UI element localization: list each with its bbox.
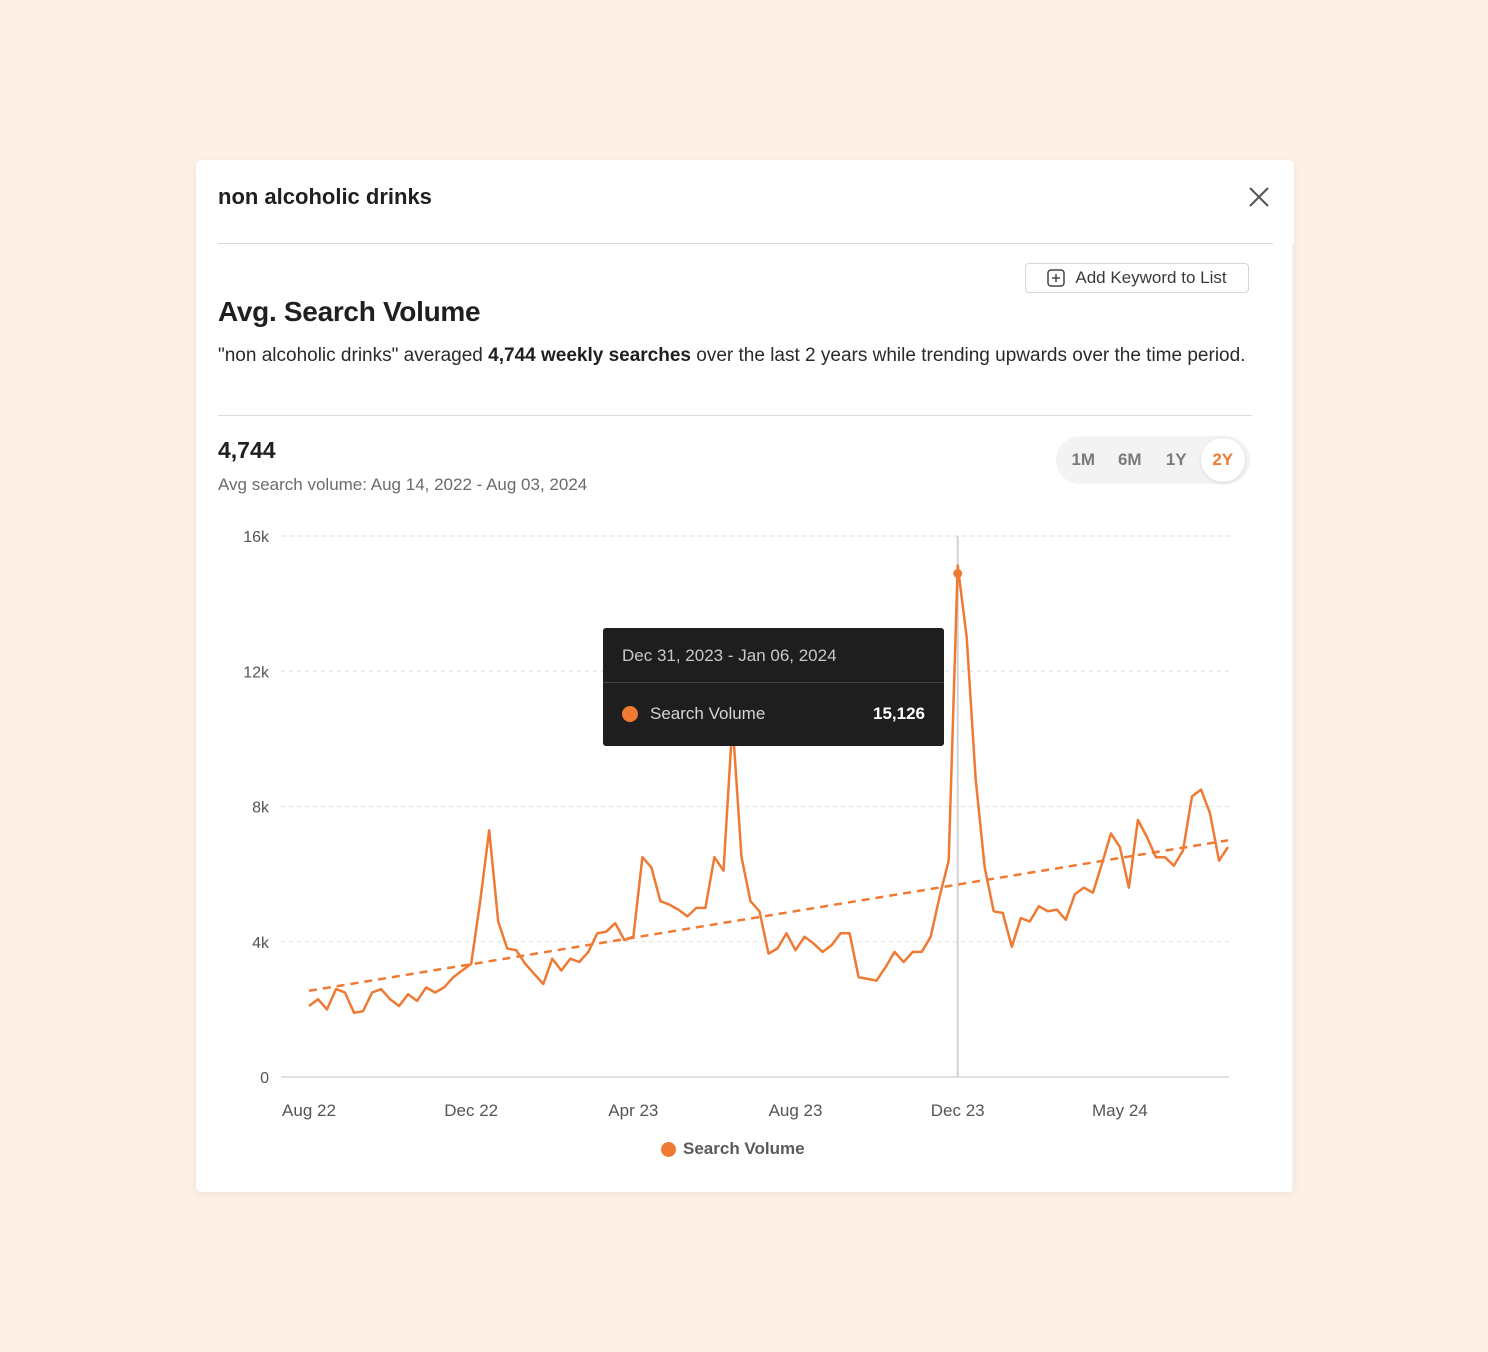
range-6m-button[interactable]: 6M [1117, 450, 1142, 469]
summary-bold: 4,744 weekly searches [488, 345, 691, 366]
y-tick-label: 4k [252, 935, 270, 952]
legend-label: Search Volume [683, 1139, 805, 1158]
y-tick-label: 8k [252, 800, 270, 817]
tooltip-date-range: Dec 31, 2023 - Jan 06, 2024 [622, 646, 837, 665]
modal-title: non alcoholic drinks [218, 184, 432, 209]
range-2y-button[interactable]: 2Y [1200, 438, 1245, 482]
range-1y-button[interactable]: 1Y [1165, 450, 1187, 469]
close-button[interactable] [1246, 184, 1272, 210]
tooltip-divider [603, 682, 944, 683]
section-divider [218, 415, 1252, 416]
chart-legend[interactable]: Search Volume [661, 1139, 805, 1159]
avg-volume-value: 4,744 [218, 437, 276, 463]
avg-volume-caption: Avg search volume: Aug 14, 2022 - Aug 03… [218, 475, 588, 494]
summary-post: over the last 2 years while trending upw… [691, 345, 1246, 366]
keyword-modal: non alcoholic drinks Add Keyword to List… [196, 160, 1294, 1192]
summary-pre: "non alcoholic drinks" averaged [218, 345, 489, 366]
add-keyword-button[interactable]: Add Keyword to List [1025, 263, 1249, 293]
y-tick-label: 12k [243, 664, 270, 681]
tooltip-series-dot [622, 706, 638, 722]
x-tick-label: Apr 23 [608, 1101, 658, 1120]
series-line-search-volume [308, 564, 1230, 1015]
section-title: Avg. Search Volume [218, 296, 481, 327]
hover-point [953, 569, 963, 579]
scrollbar-track[interactable] [1292, 244, 1294, 1192]
y-tick-label: 0 [260, 1070, 269, 1087]
x-tick-label: May 24 [1092, 1101, 1148, 1120]
summary-text: "non alcoholic drinks" averaged 4,744 we… [218, 342, 1248, 370]
close-icon [1249, 187, 1269, 207]
tooltip-value: 15,126 [873, 704, 925, 723]
search-volume-chart: 0 4k 8k 12k 16k Aug 22 Dec 22 Apr 23 Aug 23 Dec 2… [243, 529, 1230, 1120]
x-tick-label: Dec 22 [444, 1101, 498, 1120]
range-toggle: 1M 6M 1Y 2Y [1056, 436, 1250, 484]
range-1m-button[interactable]: 1M [1071, 450, 1096, 469]
chart-tooltip: Dec 31, 2023 - Jan 06, 2024 Search Volum… [603, 628, 944, 746]
plus-square-icon [1047, 269, 1066, 287]
x-tick-label: Aug 22 [282, 1101, 336, 1120]
header-divider [218, 243, 1273, 244]
x-tick-label: Dec 23 [931, 1101, 985, 1120]
legend-dot [661, 1141, 676, 1157]
trend-line [308, 839, 1229, 993]
tooltip-series-label: Search Volume [650, 704, 766, 723]
x-tick-label: Aug 23 [769, 1101, 823, 1120]
y-tick-label: 16k [243, 529, 270, 546]
add-keyword-label: Add Keyword to List [1075, 268, 1227, 287]
